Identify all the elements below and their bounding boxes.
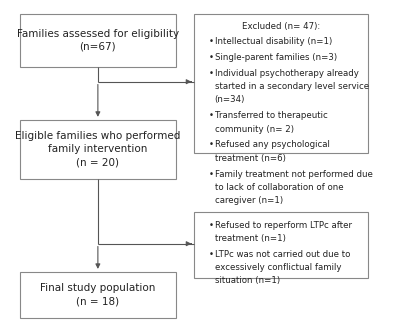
Text: •: •: [209, 37, 214, 46]
Text: Families assessed for eligibility
(n=67): Families assessed for eligibility (n=67): [17, 29, 179, 52]
Text: •: •: [209, 220, 214, 229]
Text: treatment (n=1): treatment (n=1): [214, 234, 286, 243]
Text: Transferred to therapeutic: Transferred to therapeutic: [214, 111, 327, 120]
Text: to lack of collaboration of one: to lack of collaboration of one: [214, 183, 343, 192]
Text: •: •: [209, 140, 214, 149]
FancyBboxPatch shape: [20, 120, 176, 179]
FancyBboxPatch shape: [20, 14, 176, 67]
Text: Individual psychotherapy already: Individual psychotherapy already: [214, 69, 358, 78]
Text: situation (n=1): situation (n=1): [214, 276, 280, 286]
Text: Family treatment not performed due: Family treatment not performed due: [214, 170, 372, 179]
Text: Refused to reperform LTPc after: Refused to reperform LTPc after: [214, 220, 352, 229]
Text: Eligible families who performed
family intervention
(n = 20): Eligible families who performed family i…: [15, 131, 180, 168]
Text: LTPc was not carried out due to: LTPc was not carried out due to: [214, 250, 350, 259]
Text: treatment (n=6): treatment (n=6): [214, 154, 286, 163]
Text: community (n= 2): community (n= 2): [214, 124, 294, 133]
Text: started in a secondary level service: started in a secondary level service: [214, 82, 369, 91]
Text: •: •: [209, 250, 214, 259]
Text: •: •: [209, 69, 214, 78]
Text: Single-parent families (n=3): Single-parent families (n=3): [214, 53, 337, 62]
Text: •: •: [209, 111, 214, 120]
Text: Excluded (n= 47):: Excluded (n= 47):: [242, 22, 320, 31]
Text: excessively conflictual family: excessively conflictual family: [214, 263, 341, 272]
Text: •: •: [209, 170, 214, 179]
Text: Refused any psychological: Refused any psychological: [214, 140, 330, 149]
Text: caregiver (n=1): caregiver (n=1): [214, 196, 283, 205]
FancyBboxPatch shape: [20, 272, 176, 318]
Text: (n=34): (n=34): [214, 95, 245, 104]
Text: •: •: [209, 53, 214, 62]
FancyBboxPatch shape: [194, 14, 368, 153]
Text: Final study population
(n = 18): Final study population (n = 18): [40, 283, 156, 306]
FancyBboxPatch shape: [194, 212, 368, 279]
Text: Intellectual disability (n=1): Intellectual disability (n=1): [214, 37, 332, 46]
